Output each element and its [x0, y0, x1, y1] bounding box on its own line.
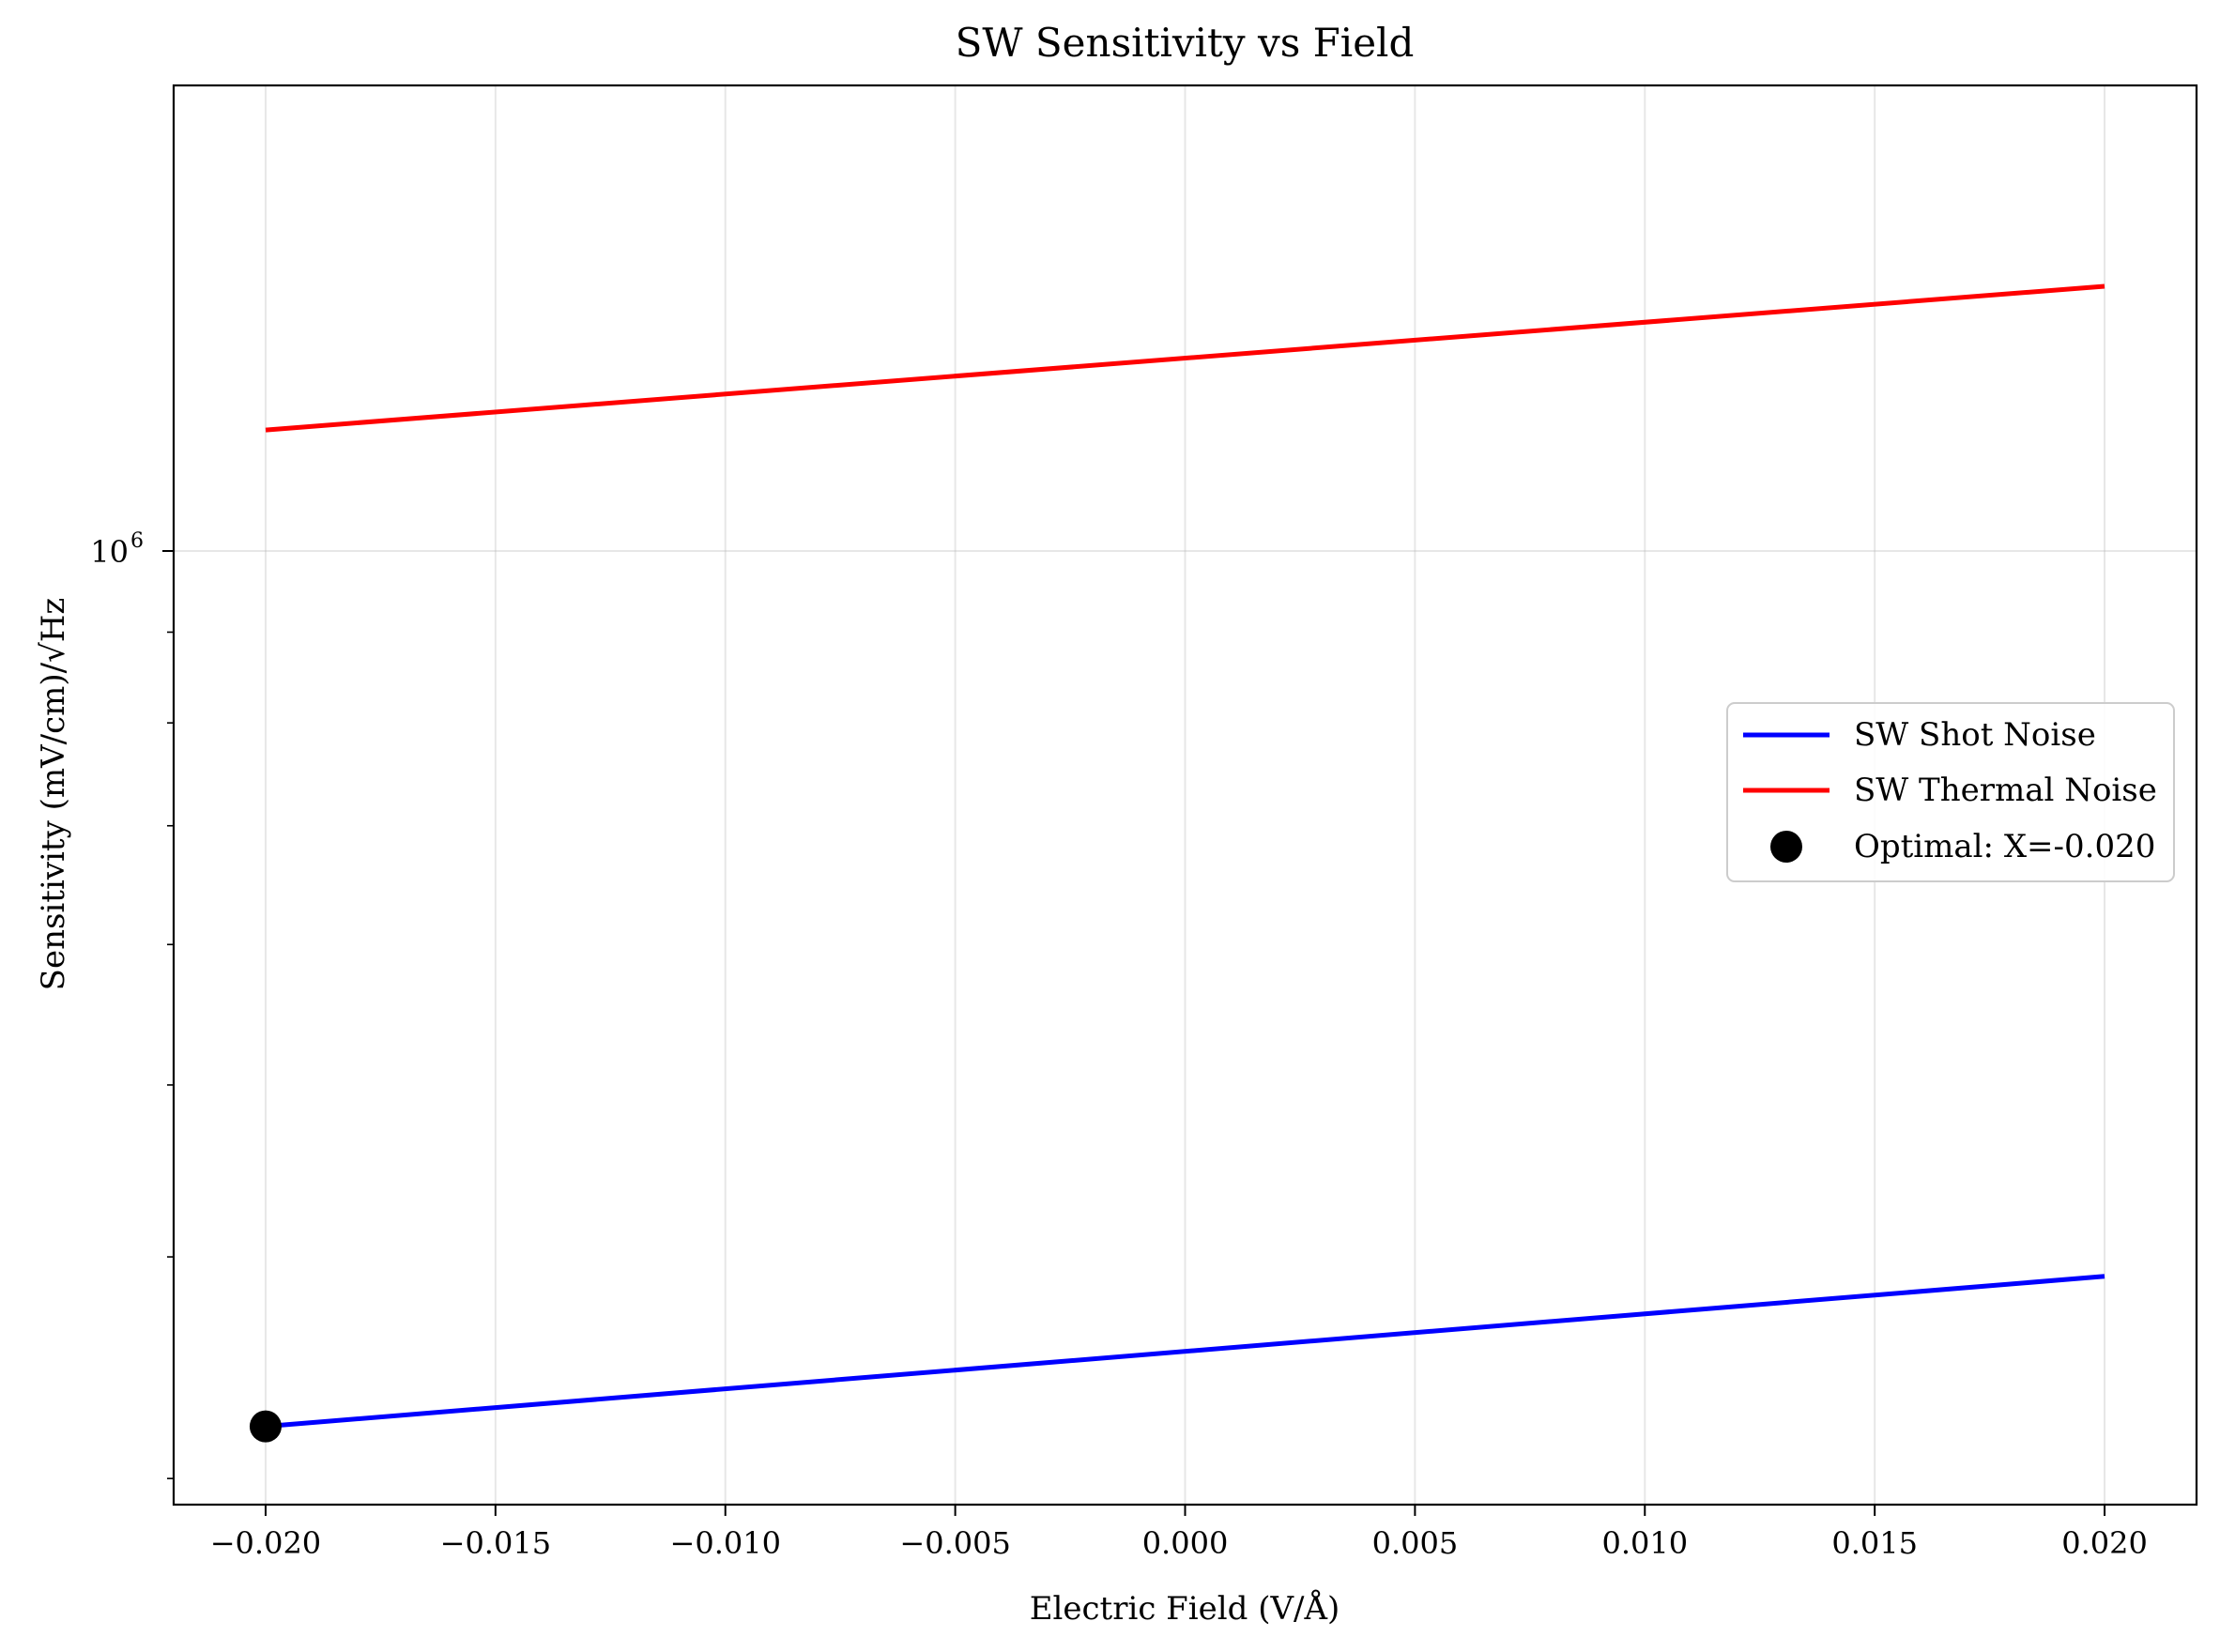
legend-label-optimal-marker: Optimal: X=-0.020 — [1854, 828, 2155, 865]
x-axis-label: Electric Field (V/Å) — [1030, 1589, 1340, 1628]
legend-label-thermal-noise: SW Thermal Noise — [1854, 772, 2157, 809]
axis-ticks: −0.020 −0.015 −0.010 −0.005 0.000 0.005 0.010 0… — [90, 529, 2148, 1561]
x-tick-label: 0.015 — [1831, 1525, 1918, 1561]
x-tick-label: 0.005 — [1372, 1525, 1459, 1561]
plot-markers — [249, 1410, 282, 1443]
y-axis-label: Sensitivity (mV/cm)/√Hz — [35, 598, 72, 991]
x-tick-label: 0.020 — [2061, 1525, 2148, 1561]
y-tick-label-base: 10 — [90, 534, 129, 570]
legend-box — [1726, 702, 2175, 882]
optimal-point-marker — [249, 1410, 282, 1443]
grid-lines — [174, 85, 2197, 1505]
legend-label-shot-noise: SW Shot Noise — [1854, 716, 2096, 754]
legend: SW Shot Noise SW Thermal Noise Optimal: … — [1726, 702, 2175, 882]
x-tick-label: −0.005 — [899, 1525, 1010, 1561]
x-tick-label: −0.015 — [440, 1525, 551, 1561]
y-tick-label-exponent: 6 — [130, 529, 144, 553]
chart-title: SW Sensitivity vs Field — [956, 20, 1415, 66]
x-tick-label: 0.010 — [1601, 1525, 1688, 1561]
series-line-sw-thermal-noise — [265, 283, 2105, 433]
legend-swatch-optimal-marker — [1770, 831, 1802, 863]
plot-series — [265, 283, 2105, 1430]
series-line-sw-shot-noise — [265, 1274, 2105, 1430]
x-tick-label: 0.000 — [1142, 1525, 1229, 1561]
x-tick-label: −0.020 — [210, 1525, 321, 1561]
x-tick-label: −0.010 — [670, 1525, 781, 1561]
